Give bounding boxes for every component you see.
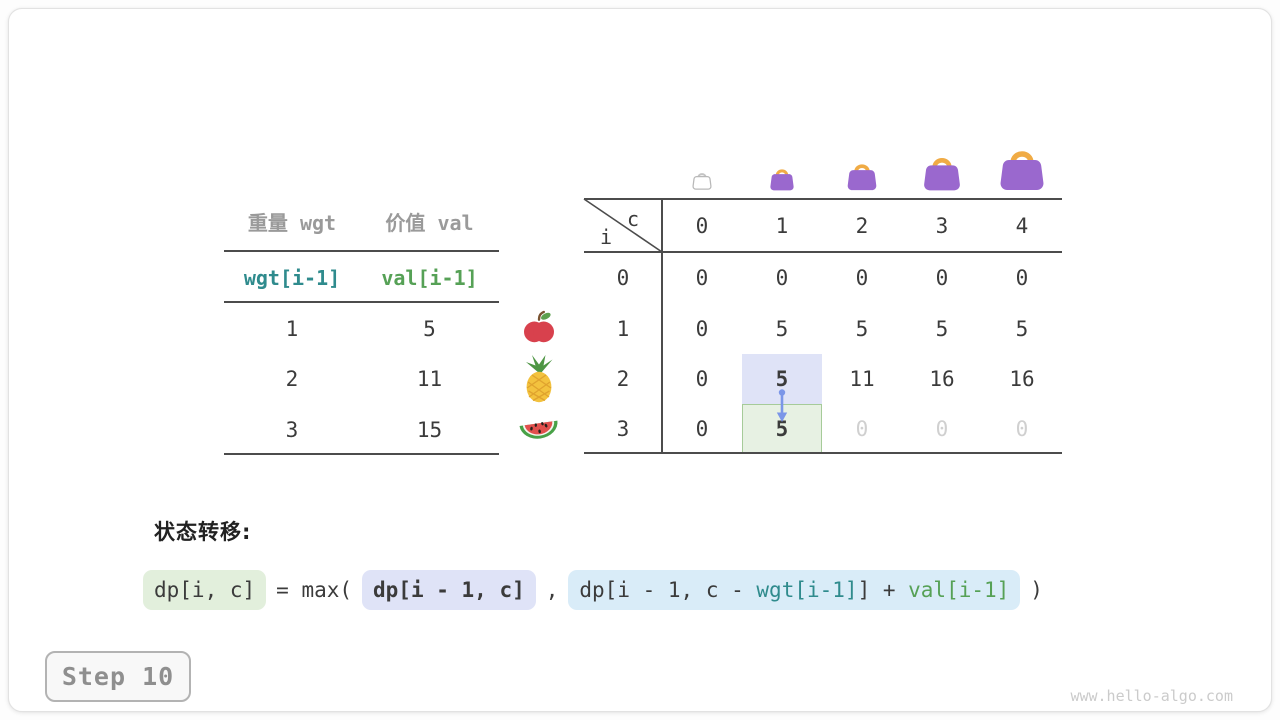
dp-corner-col-var: c — [627, 207, 640, 231]
dp-rule-top — [584, 198, 1062, 200]
formula-eq-max: = max( — [276, 578, 353, 602]
dp-corner-diagonal — [583, 198, 663, 253]
dp-cell-2-0: 0 — [695, 367, 709, 391]
item-1-weight: 1 — [285, 317, 299, 341]
dp-rule-header — [584, 251, 1062, 253]
dp-col-header-3: 3 — [935, 213, 949, 238]
pineapple-icon — [514, 355, 564, 404]
transition-arrow-icon — [776, 389, 788, 422]
bag-large-icon — [922, 153, 962, 195]
dp-cell-2-4: 16 — [1009, 367, 1035, 391]
item-2-weight: 2 — [285, 367, 299, 391]
dp-cell-0-3: 0 — [935, 265, 949, 290]
dp-cell-2-3: 16 — [929, 367, 955, 391]
dp-row-header-3: 3 — [616, 416, 630, 441]
dp-cell-0-1: 0 — [775, 265, 789, 290]
item-3-value: 15 — [416, 418, 443, 442]
dp-cell-0-2: 0 — [855, 265, 869, 290]
dp-col-header-2: 2 — [855, 213, 869, 238]
dp-cell-3-0: 0 — [695, 416, 709, 441]
watermark: www.hello-algo.com — [1070, 687, 1233, 705]
items-table-rule-bottom — [224, 453, 499, 455]
dp-cell-0-0: 0 — [695, 265, 709, 290]
formula-arg1-chip: dp[i - 1, c] — [362, 570, 536, 610]
item-2-value: 11 — [416, 367, 443, 391]
dp-cell-0-4: 0 — [1015, 265, 1029, 290]
item-1-value: 5 — [423, 317, 436, 341]
items-table-rule-mid — [224, 301, 499, 303]
dp-cell-3-2: 0 — [855, 416, 869, 441]
formula-arg2-val: val[i-1] — [908, 578, 1010, 602]
bag-xlarge-icon — [998, 145, 1046, 195]
dp-row-header-0: 0 — [616, 265, 630, 290]
dp-cell-3-3: 0 — [935, 416, 949, 441]
formula-arg2-prefix: dp[i - 1, c - — [579, 578, 757, 602]
step-badge: Step 10 — [45, 651, 191, 702]
items-wgt-formula: wgt[i-1] — [243, 266, 341, 290]
figure-card: 重量 wgt 价值 val wgt[i-1] val[i-1] 1 5 2 11… — [8, 8, 1272, 712]
dp-col-header-1: 1 — [775, 213, 789, 238]
bag-medium-icon — [846, 160, 878, 195]
items-col-header-weight: 重量 wgt — [247, 210, 337, 235]
formula-close: ) — [1030, 578, 1043, 602]
dp-cell-2-1: 5 — [775, 367, 789, 391]
formula-comma: , — [545, 578, 559, 602]
state-transition-formula: dp[i, c] = max( dp[i - 1, c] , dp[i - 1,… — [143, 569, 1053, 611]
bag-small-icon — [769, 166, 795, 195]
dp-cell-1-3: 5 — [935, 316, 949, 341]
watermelon-icon — [514, 411, 564, 447]
items-val-formula: val[i-1] — [381, 266, 478, 290]
dp-rule-vertical — [661, 198, 663, 454]
dp-cell-3-4: 0 — [1015, 416, 1029, 441]
formula-lhs-chip: dp[i, c] — [143, 570, 267, 610]
section-label: 状态转移: — [154, 520, 252, 544]
dp-cell-1-2: 5 — [855, 316, 869, 341]
dp-col-header-4: 4 — [1015, 213, 1029, 238]
dp-row-header-1: 1 — [616, 316, 630, 341]
dp-cell-1-1: 5 — [775, 316, 789, 341]
dp-cell-1-4: 5 — [1015, 316, 1029, 341]
apple-icon — [514, 309, 564, 346]
dp-cell-3-1: 5 — [775, 416, 789, 441]
dp-cell-2-2: 11 — [849, 367, 875, 391]
dp-row-header-2: 2 — [616, 367, 630, 391]
dp-rule-bottom — [584, 452, 1062, 454]
formula-arg2-mid: ] + — [857, 578, 909, 602]
dp-corner-row-var: i — [600, 225, 613, 249]
bag-outline-icon — [692, 170, 712, 194]
dp-col-header-0: 0 — [695, 213, 709, 238]
items-col-header-value: 价值 val — [385, 210, 474, 235]
item-3-weight: 3 — [285, 418, 299, 442]
formula-arg2-chip: dp[i - 1, c - wgt[i-1]] + val[i-1] — [568, 570, 1021, 610]
formula-arg2-wgt: wgt[i-1] — [756, 578, 858, 602]
items-table-rule-top — [224, 250, 499, 252]
dp-cell-1-0: 0 — [695, 316, 709, 341]
